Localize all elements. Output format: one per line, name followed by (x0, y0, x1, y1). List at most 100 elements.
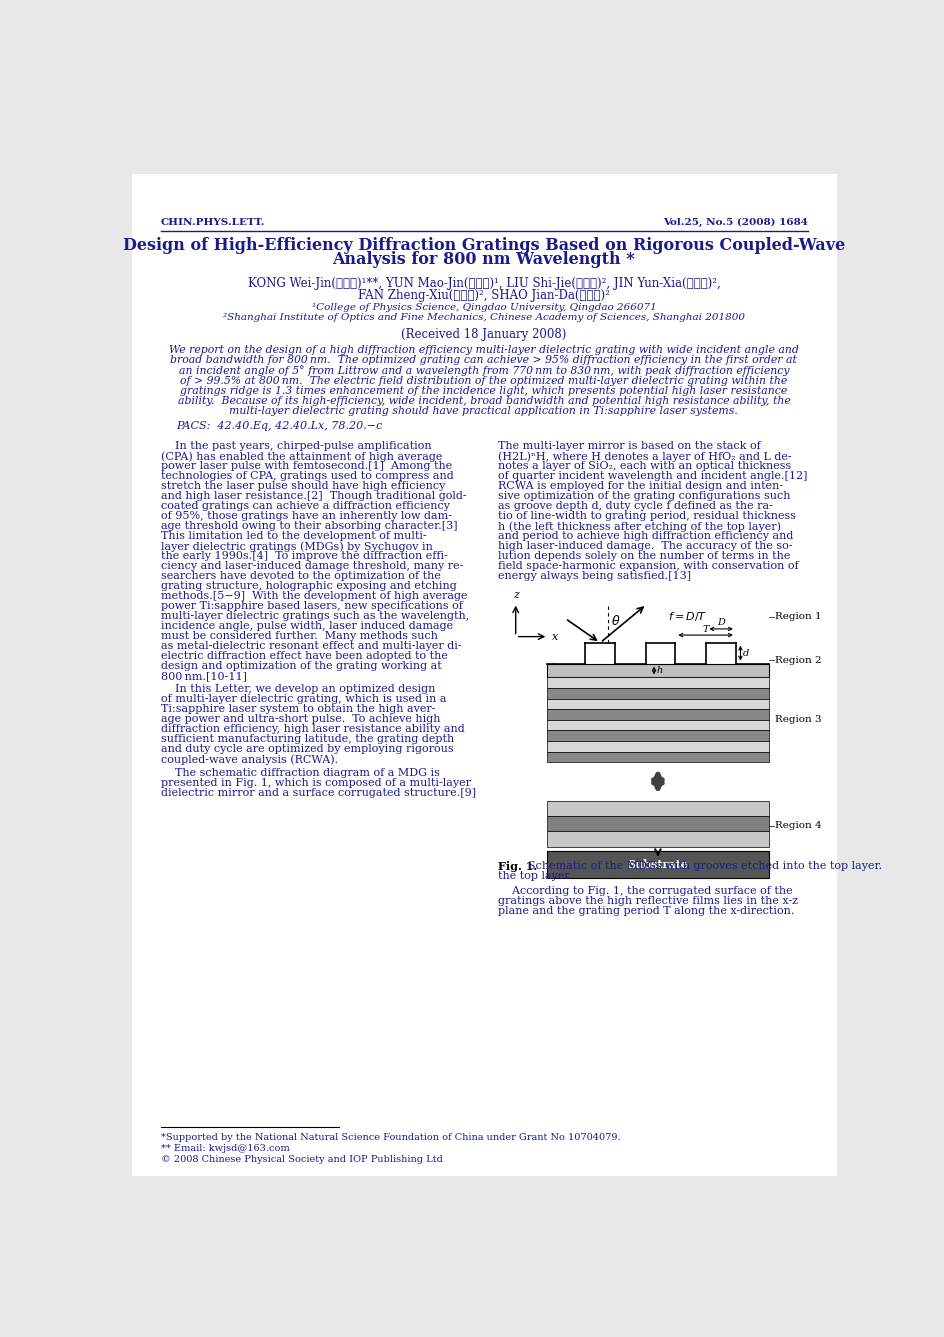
Text: Region 4: Region 4 (774, 821, 821, 830)
Text: CHIN.PHYS.LETT.: CHIN.PHYS.LETT. (160, 218, 265, 227)
Text: and high laser resistance.[2]  Though traditional gold-: and high laser resistance.[2] Though tra… (160, 491, 466, 501)
Text: age threshold owing to their absorbing character.[3]: age threshold owing to their absorbing c… (160, 521, 457, 531)
Text: power laser pulse with femtosecond.[1]  Among the: power laser pulse with femtosecond.[1] A… (160, 461, 451, 471)
Text: layer dielectric gratings (MDGs) by Sychugov in: layer dielectric gratings (MDGs) by Sych… (160, 541, 432, 552)
Text: energy always being satisfied.[13]: energy always being satisfied.[13] (497, 571, 690, 582)
Bar (547, 699, 768, 709)
Text: The schematic diffraction diagram of a MDG is: The schematic diffraction diagram of a M… (160, 767, 439, 778)
Bar (547, 751, 768, 762)
Bar (547, 678, 768, 689)
Text: and period to achieve high diffraction efficiency and: and period to achieve high diffraction e… (497, 531, 792, 541)
Bar (547, 850, 768, 877)
Text: d: d (742, 648, 749, 658)
Text: Fig. 1.: Fig. 1. (497, 861, 536, 873)
Text: as groove depth d, duty cycle f defined as the ra-: as groove depth d, duty cycle f defined … (497, 501, 772, 511)
Text: Design of High-Efficiency Diffraction Gratings Based on Rigorous Coupled-Wave: Design of High-Efficiency Diffraction Gr… (123, 238, 844, 254)
Text: RCWA is employed for the initial design and inten-: RCWA is employed for the initial design … (497, 481, 783, 491)
Text: age power and ultra-short pulse.  To achieve high: age power and ultra-short pulse. To achi… (160, 714, 440, 725)
Bar (547, 663, 768, 678)
Text: $f = D/T$: $f = D/T$ (667, 610, 707, 623)
Text: According to Fig. 1, the corrugated surface of the: According to Fig. 1, the corrugated surf… (497, 886, 792, 896)
Text: incidence angle, pulse width, laser induced damage: incidence angle, pulse width, laser indu… (160, 622, 452, 631)
Text: *Supported by the National Natural Science Foundation of China under Grant No 10: *Supported by the National Natural Scien… (160, 1132, 619, 1142)
Text: lution depends solely on the number of terms in the: lution depends solely on the number of t… (497, 551, 789, 562)
Text: h (the left thickness after etching of the top layer): h (the left thickness after etching of t… (497, 521, 780, 532)
Text: of 95%, those gratings have an inherently low dam-: of 95%, those gratings have an inherentl… (160, 511, 451, 521)
Bar (547, 730, 768, 741)
Text: sufficient manufacturing latitude, the grating depth: sufficient manufacturing latitude, the g… (160, 734, 453, 745)
Text: of quarter incident wavelength and incident angle.[12]: of quarter incident wavelength and incid… (497, 471, 806, 481)
Text: ¹College of Physics Science, Qingdao University, Qingdao 266071: ¹College of Physics Science, Qingdao Uni… (312, 303, 655, 312)
Text: gratings above the high reflective films lies in the x-z: gratings above the high reflective films… (497, 896, 797, 906)
Text: Vol.25, No.5 (2008) 1684: Vol.25, No.5 (2008) 1684 (663, 218, 807, 227)
Text: x: x (551, 631, 558, 642)
Text: h: h (656, 666, 662, 675)
Bar (547, 741, 768, 751)
Text: design and optimization of the grating working at: design and optimization of the grating w… (160, 662, 441, 671)
Text: The multi-layer mirror is based on the stack of: The multi-layer mirror is based on the s… (497, 441, 760, 451)
Text: In this Letter, we develop an optimized design: In this Letter, we develop an optimized … (160, 685, 434, 694)
Bar (547, 709, 768, 719)
Text: Region 3: Region 3 (774, 715, 821, 725)
Text: D: D (716, 619, 724, 627)
Text: the early 1990s.[4]  To improve the diffraction effi-: the early 1990s.[4] To improve the diffr… (160, 551, 447, 562)
Bar (547, 689, 768, 699)
Text: multi-layer dielectric gratings such as the wavelength,: multi-layer dielectric gratings such as … (160, 611, 468, 622)
Text: high laser-induced damage.  The accuracy of the so-: high laser-induced damage. The accuracy … (497, 541, 791, 551)
Text: z: z (513, 590, 518, 600)
Text: field space-harmonic expansion, with conservation of: field space-harmonic expansion, with con… (497, 562, 798, 571)
Text: (H2L)ⁿH, where H denotes a layer of HfO₂ and L de-: (H2L)ⁿH, where H denotes a layer of HfO₂… (497, 451, 791, 461)
Text: tio of line-width to grating period, residual thickness: tio of line-width to grating period, res… (497, 511, 795, 521)
Text: notes a layer of SiO₂, each with an optical thickness: notes a layer of SiO₂, each with an opti… (497, 461, 790, 471)
Bar (547, 816, 768, 832)
Text: gratings ridge is 1.3 times enhancement of the incidence light, which presents p: gratings ridge is 1.3 times enhancement … (180, 386, 786, 396)
Text: ²Shanghai Institute of Optics and Fine Mechanics, Chinese Academy of Sciences, S: ²Shanghai Institute of Optics and Fine M… (223, 313, 744, 322)
Text: Region 1: Region 1 (774, 612, 821, 622)
Text: KONG Wei-Jin(孔伟金)¹**, YUN Mao-Jin(云茂金)¹, LIU Shi-Jie(刘世杰)², JIN Yun-Xia(晋云霞)²,: KONG Wei-Jin(孔伟金)¹**, YUN Mao-Jin(云茂金)¹,… (247, 277, 719, 290)
Text: must be considered further.  Many methods such: must be considered further. Many methods… (160, 631, 437, 642)
Text: plane and the grating period T along the x-direction.: plane and the grating period T along the… (497, 906, 793, 916)
Bar (547, 801, 768, 816)
Text: grating structure, holographic exposing and etching: grating structure, holographic exposing … (160, 582, 456, 591)
Text: Schematic of the MDGs with grooves etched into the top layer.: Schematic of the MDGs with grooves etche… (520, 861, 882, 872)
Text: an incident angle of 5° from Littrow and a wavelength from 770 nm to 830 nm, wit: an incident angle of 5° from Littrow and… (178, 365, 788, 377)
Text: This limitation led to the development of multi-: This limitation led to the development o… (160, 531, 426, 541)
Text: Analysis for 800 nm Wavelength *: Analysis for 800 nm Wavelength * (332, 251, 634, 269)
Text: (Received 18 January 2008): (Received 18 January 2008) (401, 329, 566, 341)
Text: broad bandwidth for 800 nm.  The optimized grating can achieve > 95% diffraction: broad bandwidth for 800 nm. The optimize… (170, 356, 797, 365)
Text: the top layer.: the top layer. (497, 872, 571, 881)
Text: PACS:  42.40.Eq, 42.40.Lx, 78.20.−c: PACS: 42.40.Eq, 42.40.Lx, 78.20.−c (177, 421, 382, 431)
Text: ** Email: kwjsd@163.com: ** Email: kwjsd@163.com (160, 1143, 289, 1152)
Text: Substrate: Substrate (627, 858, 687, 869)
Text: power Ti:sapphire based lasers, new specifications of: power Ti:sapphire based lasers, new spec… (160, 602, 463, 611)
Text: technologies of CPA, gratings used to compress and: technologies of CPA, gratings used to co… (160, 471, 453, 481)
Text: coated gratings can achieve a diffraction efficiency: coated gratings can achieve a diffractio… (160, 501, 449, 511)
Text: and duty cycle are optimized by employing rigorous: and duty cycle are optimized by employin… (160, 745, 453, 754)
Text: In the past years, chirped-pulse amplification: In the past years, chirped-pulse amplifi… (160, 441, 430, 451)
Text: as metal-dielectric resonant effect and multi-layer di-: as metal-dielectric resonant effect and … (160, 642, 461, 651)
Text: stretch the laser pulse should have high efficiency: stretch the laser pulse should have high… (160, 481, 445, 491)
Text: of multi-layer dielectric grating, which is used in a: of multi-layer dielectric grating, which… (160, 694, 446, 705)
Text: diffraction efficiency, high laser resistance ability and: diffraction efficiency, high laser resis… (160, 725, 464, 734)
Text: Region 2: Region 2 (774, 655, 821, 664)
Text: ability.  Because of its high-efficiency, wide incident, broad bandwidth and pot: ability. Because of its high-efficiency,… (177, 396, 789, 406)
Text: searchers have devoted to the optimization of the: searchers have devoted to the optimizati… (160, 571, 440, 582)
Text: coupled-wave analysis (RCWA).: coupled-wave analysis (RCWA). (160, 754, 338, 765)
Text: methods.[5−9]  With the development of high average: methods.[5−9] With the development of hi… (160, 591, 466, 602)
Text: 800 nm.[10-11]: 800 nm.[10-11] (160, 671, 246, 682)
Text: We report on the design of a high diffraction efficiency multi-layer dielectric : We report on the design of a high diffra… (169, 345, 798, 356)
Text: sive optimization of the grating configurations such: sive optimization of the grating configu… (497, 491, 789, 501)
Text: dielectric mirror and a surface corrugated structure.[9]: dielectric mirror and a surface corrugat… (160, 787, 476, 798)
Text: multi-layer dielectric grating should have practical application in Ti:sapphire : multi-layer dielectric grating should ha… (229, 406, 737, 416)
Bar (547, 719, 768, 730)
Text: ciency and laser-induced damage threshold, many re-: ciency and laser-induced damage threshol… (160, 562, 463, 571)
Text: FAN Zheng-Xiu(范正修)², SHAO Jian-Da(邵建达)²: FAN Zheng-Xiu(范正修)², SHAO Jian-Da(邵建达)² (358, 289, 609, 302)
Text: electric diffraction effect have been adopted to the: electric diffraction effect have been ad… (160, 651, 447, 662)
Text: $\theta$: $\theta$ (611, 614, 620, 628)
Text: of > 99.5% at 800 nm.  The electric field distribution of the optimized multi-la: of > 99.5% at 800 nm. The electric field… (180, 376, 786, 386)
Text: (CPA) has enabled the attainment of high average: (CPA) has enabled the attainment of high… (160, 451, 442, 461)
Text: © 2008 Chinese Physical Society and IOP Publishing Ltd: © 2008 Chinese Physical Society and IOP … (160, 1155, 442, 1163)
Bar (547, 832, 768, 846)
Text: Ti:sapphire laser system to obtain the high aver-: Ti:sapphire laser system to obtain the h… (160, 705, 435, 714)
Text: T: T (701, 624, 708, 634)
